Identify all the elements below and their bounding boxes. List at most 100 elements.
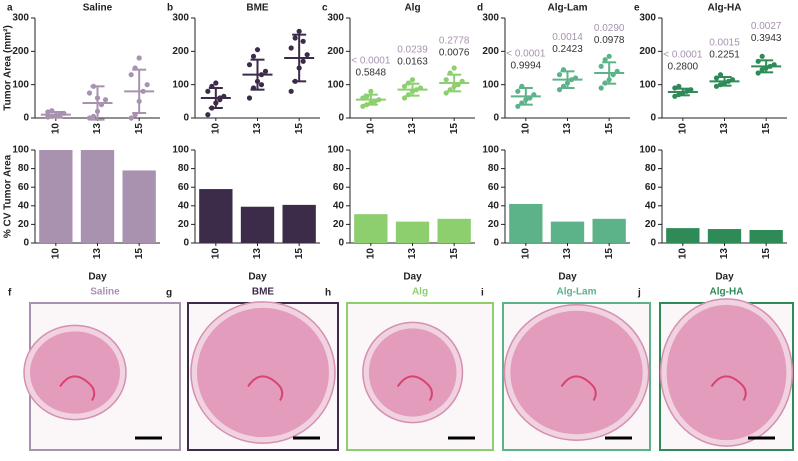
y-tick-label: 0	[338, 238, 344, 249]
y-tick-label: 80	[18, 163, 30, 174]
x-tick-label: 10	[677, 248, 688, 260]
x-tick-label: 13	[562, 123, 573, 135]
data-point	[254, 47, 261, 53]
p-value: 0.2800	[668, 61, 699, 72]
data-point	[213, 80, 219, 86]
image-title: Alg	[412, 287, 428, 298]
data-point	[300, 38, 306, 44]
tissue	[510, 310, 643, 435]
y-tick-label: 100	[639, 145, 656, 156]
data-point	[136, 55, 142, 61]
data-point	[401, 83, 408, 89]
p-value: 0.2778	[439, 35, 470, 46]
image-title: BME	[252, 287, 275, 298]
x-tick-label: 15	[134, 248, 145, 260]
y-tick-label: 80	[333, 163, 345, 174]
y-tick-label: 0	[183, 113, 189, 124]
y-tick-label: 80	[645, 163, 657, 174]
data-point	[602, 57, 608, 63]
x-tick-label: 13	[252, 248, 263, 260]
bar	[122, 170, 156, 243]
tissue	[666, 304, 787, 441]
x-axis-label: Day	[88, 272, 107, 283]
tissue-streak	[59, 375, 96, 402]
p-value: 0.0163	[397, 56, 428, 67]
y-tick-label: 100	[172, 79, 189, 90]
y-tick-label: 60	[178, 182, 190, 193]
bar	[437, 218, 471, 243]
x-axis-label: Day	[248, 272, 267, 283]
data-point	[246, 95, 253, 101]
panel-letter: i	[481, 288, 484, 299]
x-tick-label: 13	[407, 248, 418, 260]
data-point	[401, 95, 408, 101]
y-tick-label: 0	[338, 113, 344, 124]
y-tick-label: 80	[178, 163, 190, 174]
p-value: 0.0290	[594, 23, 625, 34]
p-value: 0.0014	[552, 32, 583, 43]
data-point	[102, 97, 109, 103]
tissue	[30, 331, 120, 414]
y-tick-label: 0	[23, 238, 29, 249]
x-tick-label: 15	[604, 123, 615, 135]
y-tick-label: 100	[327, 79, 344, 90]
data-point	[409, 77, 416, 83]
data-point	[262, 68, 269, 74]
data-point	[205, 112, 211, 118]
bar	[80, 150, 115, 243]
x-tick-label: 15	[134, 123, 145, 135]
y-tick-label: 60	[645, 182, 657, 193]
x-tick-label: 15	[449, 248, 460, 260]
tissue-streak	[710, 375, 747, 402]
y-tick-label: 40	[488, 200, 500, 211]
p-value: 0.2423	[552, 44, 583, 55]
bar	[354, 214, 388, 243]
y-tick-label: 100	[327, 145, 344, 156]
x-tick-label: 10	[365, 123, 376, 135]
data-point	[300, 58, 306, 64]
y-tick-label: 20	[333, 219, 345, 230]
y-tick-label: 100	[482, 79, 499, 90]
y-tick-label: 200	[172, 46, 189, 57]
y-tick-label: 20	[18, 219, 30, 230]
panel-letter: a	[7, 3, 13, 14]
data-point	[443, 77, 449, 83]
x-tick-label: 10	[210, 123, 221, 135]
y-tick-label: 40	[333, 200, 345, 211]
x-tick-label: 13	[92, 123, 103, 135]
x-tick-label: 10	[50, 123, 61, 135]
data-point	[451, 65, 457, 71]
panel-letter: d	[477, 3, 483, 14]
tissue-streak	[560, 375, 597, 402]
y-tick-label: 80	[488, 163, 500, 174]
p-value: 0.3943	[751, 33, 782, 44]
x-axis-label: Day	[558, 272, 577, 283]
y-axis-label: Tumor Area (mm²)	[3, 25, 14, 111]
data-point	[288, 88, 294, 94]
x-tick-label: 10	[210, 248, 221, 260]
panel-letter: j	[637, 288, 641, 299]
y-tick-label: 300	[327, 13, 344, 24]
x-tick-label: 10	[520, 123, 531, 135]
x-tick-label: 13	[92, 248, 103, 260]
image-title: Saline	[90, 287, 120, 298]
y-tick-label: 60	[18, 182, 30, 193]
p-value: 0.0239	[397, 44, 428, 55]
data-point	[128, 115, 134, 121]
y-tick-label: 0	[23, 113, 29, 124]
p-value: 0.0076	[439, 47, 470, 58]
x-tick-label: 13	[407, 123, 418, 135]
y-tick-label: 40	[178, 200, 190, 211]
p-value: 0.0978	[594, 35, 625, 46]
p-value: 0.9994	[511, 61, 542, 72]
panel-letter: g	[166, 288, 172, 299]
p-value: 0.5848	[356, 67, 387, 78]
x-tick-label: 15	[604, 248, 615, 260]
y-tick-label: 100	[12, 145, 29, 156]
x-tick-label: 10	[365, 248, 376, 260]
data-point	[128, 72, 134, 78]
y-tick-label: 300	[482, 13, 499, 24]
bar	[395, 221, 430, 243]
y-tick-label: 20	[178, 219, 190, 230]
x-tick-label: 10	[520, 248, 531, 260]
